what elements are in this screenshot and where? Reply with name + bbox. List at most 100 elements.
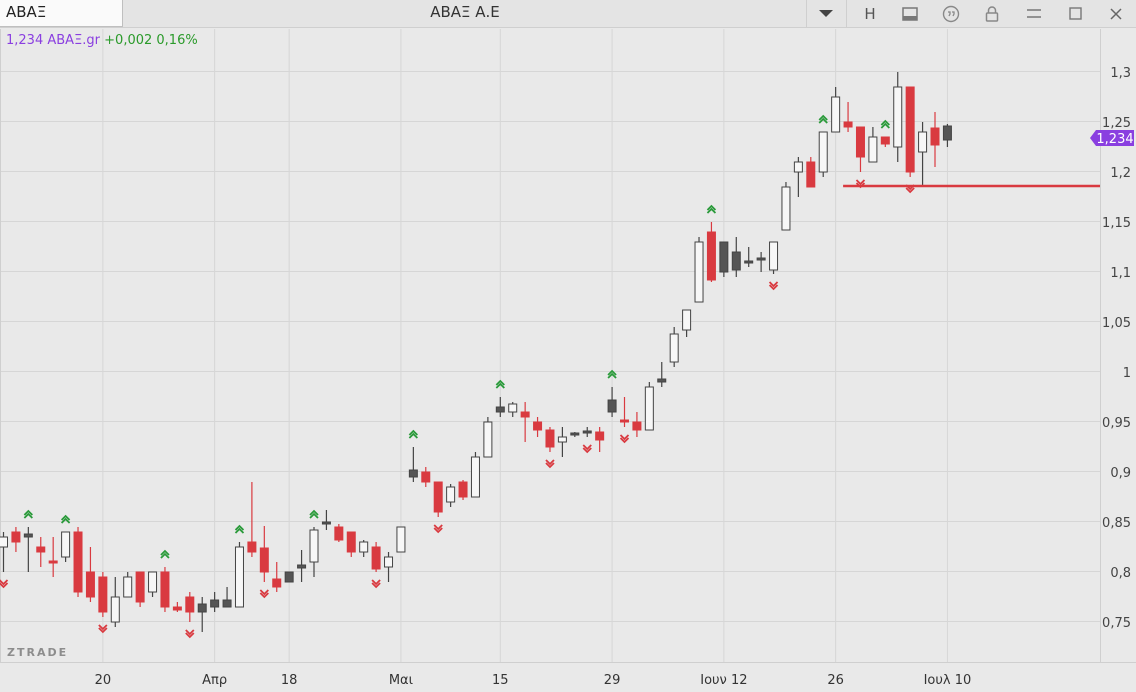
maximize-button[interactable] (1056, 0, 1094, 27)
candle-body (48, 560, 58, 564)
candle (905, 86, 915, 177)
candle (508, 402, 518, 417)
down-signal-icon (433, 524, 443, 534)
candle-body (930, 127, 940, 146)
candle (557, 427, 567, 457)
candle-body (595, 431, 605, 441)
candle (831, 87, 841, 133)
candle-body (359, 541, 369, 553)
candle (148, 571, 158, 597)
candle (533, 417, 543, 437)
quote-change: +0,002 (104, 33, 153, 48)
candle-body (160, 571, 170, 608)
candle-body (234, 546, 244, 608)
candle-body (197, 603, 207, 613)
y-tick-label: 0,8 (1110, 566, 1131, 581)
candle-body (533, 421, 543, 431)
quote-line: 1,234 ΑΒΑΞ.gr +0,002 0,16% (6, 33, 198, 48)
candle-body (11, 531, 21, 543)
candle-body (769, 241, 779, 271)
candle (309, 527, 319, 577)
candle (620, 397, 629, 427)
candle (682, 309, 692, 337)
up-signal-icon (234, 524, 245, 534)
candle-body (905, 86, 915, 173)
lock-button[interactable] (973, 0, 1011, 27)
candle-body (818, 131, 828, 173)
candle-body (520, 411, 530, 418)
candle (744, 247, 754, 267)
chart-grid (0, 29, 1136, 663)
candle-body (172, 606, 182, 611)
candle-body (85, 571, 95, 598)
toolbar-separator (806, 0, 807, 27)
candle (98, 572, 108, 617)
candle-body (384, 556, 394, 568)
x-tick-label: Απρ (202, 673, 227, 688)
y-tick-label: 1,2 (1110, 166, 1131, 181)
y-tick-label: 0,85 (1102, 516, 1131, 531)
candle (396, 526, 406, 553)
candle-body (868, 136, 878, 163)
close-button[interactable] (1097, 0, 1135, 27)
candle (23, 527, 33, 572)
down-signal-icon (545, 459, 555, 469)
candle (172, 602, 182, 612)
title-bar: ΑΒΑΞ ΑΒΑΞ Α.Ε H (0, 0, 1136, 28)
candle (247, 482, 257, 557)
candle-body (135, 571, 145, 603)
candle (11, 527, 21, 552)
candle (346, 531, 356, 557)
up-signal-icon (60, 514, 71, 524)
candle (545, 427, 555, 452)
candle-body (470, 456, 480, 498)
candle (210, 592, 220, 612)
candle-body (110, 596, 120, 623)
candle (433, 481, 443, 517)
candle-body (644, 386, 654, 431)
candle (85, 547, 95, 602)
window-title: ΑΒΑΞ Α.Ε (430, 3, 500, 21)
y-tick-label: 1,05 (1102, 316, 1131, 331)
candle (48, 537, 58, 577)
candlestick-chart[interactable]: 1,234 0,75 0,8 0,85 0,9 0,95 1 1,05 1,1 1,15 1,2 1… (0, 29, 1136, 692)
x-tick-label: 15 (492, 673, 509, 688)
candle-body (855, 126, 865, 158)
symbol-input[interactable]: ΑΒΑΞ (0, 0, 123, 27)
h-button[interactable]: H (864, 4, 876, 23)
candle (297, 550, 307, 582)
down-signal-icon (371, 579, 381, 589)
candle (756, 252, 766, 272)
candle-body (396, 526, 406, 553)
candle (806, 157, 816, 188)
candle-body (495, 406, 505, 413)
candle-body (284, 571, 294, 583)
up-signal-icon (495, 379, 505, 389)
candle (495, 397, 505, 417)
x-axis: 20 Απρ 18 Μαι 15 29 Ιουν 12 26 Ιουλ 10 (95, 673, 972, 688)
menu-button[interactable] (1015, 0, 1053, 27)
candle (880, 136, 890, 147)
y-tick-label: 1,15 (1102, 216, 1131, 231)
candle-body (98, 576, 108, 613)
dropdown-button[interactable] (807, 0, 845, 27)
candles (0, 72, 952, 632)
candle (222, 587, 232, 608)
candle-body (259, 547, 269, 573)
layout-button[interactable] (891, 0, 929, 27)
candle-body (545, 429, 555, 448)
candle-body (36, 546, 46, 553)
candle-body (321, 521, 331, 525)
candle-body (247, 541, 257, 553)
candle-body (272, 578, 282, 588)
candle-body (297, 564, 307, 569)
candle (234, 542, 244, 608)
candle (918, 122, 928, 186)
quote-button[interactable] (932, 0, 970, 27)
candle-body (483, 421, 493, 458)
x-tick-label: 20 (95, 673, 112, 688)
candle (818, 131, 828, 177)
toolbar-separator (846, 0, 847, 27)
up-signal-icon (818, 114, 828, 124)
panel-icon (902, 6, 918, 21)
